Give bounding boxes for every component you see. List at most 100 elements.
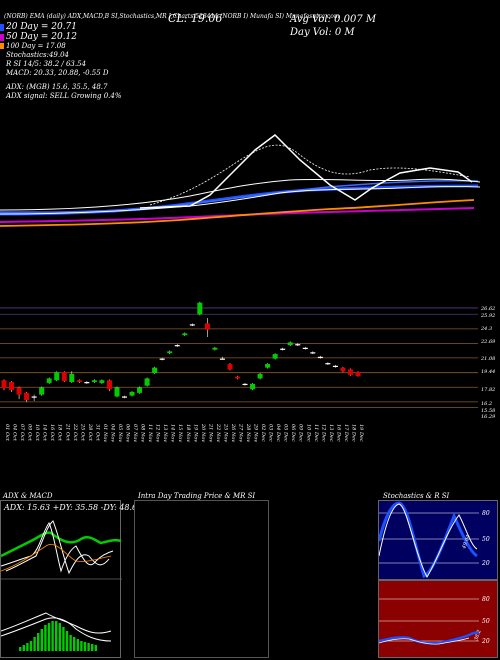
date-label: 25 Nov <box>222 423 228 442</box>
candle-up <box>250 383 256 390</box>
date-label: 25 Oct <box>79 423 85 442</box>
candle-up <box>212 347 218 350</box>
macd-line-1 <box>1 612 112 634</box>
candle-down <box>106 380 112 390</box>
candle-up <box>46 378 52 383</box>
candle-down <box>227 364 233 370</box>
date-label: 05 Nov <box>117 424 123 442</box>
candle-down <box>84 382 90 384</box>
candle-up <box>219 358 225 360</box>
date-labels: 01 Oct 04 Oct 07 Oct 09 Oct 10 Oct 14 Oct 16 O… <box>4 423 364 442</box>
ema100-label: 100 Day = 17.08 <box>6 42 66 50</box>
candle-up <box>174 345 180 347</box>
date-label: 07 Nov <box>132 424 138 442</box>
macd-bar <box>87 643 90 651</box>
macd-bar <box>40 629 43 651</box>
candle-up <box>144 378 150 386</box>
date-label: 16 Oct <box>49 424 55 442</box>
header-part: EMA (daily) <box>29 13 66 20</box>
date-label: 18 Oct <box>57 424 63 442</box>
date-label: 27 Nov <box>237 423 243 442</box>
candle-up <box>257 373 263 379</box>
ema-white-line-1 <box>0 185 481 215</box>
candle-up <box>122 396 128 398</box>
header-part: I) Munafa <box>243 13 274 20</box>
macd-bar <box>55 621 58 651</box>
macd-bar <box>22 645 25 651</box>
ema-blue-line-2 <box>0 179 479 213</box>
rsi-white-line <box>379 637 470 645</box>
price-level-label: 16.29 <box>481 414 496 420</box>
candle-up <box>265 364 271 368</box>
candle-up <box>39 387 45 395</box>
stoch-tick: 80 <box>482 510 490 517</box>
price-level-lines <box>0 307 478 408</box>
candle-down <box>1 380 7 389</box>
date-label: 19 Dec <box>358 424 364 442</box>
candle-up <box>272 354 278 359</box>
date-label: 12 Nov <box>155 424 161 442</box>
adx-values: ADX: 15.63 +DY: 35.58 -DY: 48.68 <box>4 503 143 512</box>
adx-macd-svg <box>1 520 122 651</box>
candle-down <box>355 372 361 377</box>
ema-lines <box>0 134 481 227</box>
date-label: 01 Nov <box>102 424 108 442</box>
date-label: 28 Oct <box>87 423 93 442</box>
date-label: 15 Nov <box>177 424 183 442</box>
macd-bar <box>51 621 54 651</box>
candle-up <box>189 324 195 326</box>
ema-white-line-3 <box>149 144 471 206</box>
rsi-tick: 50 <box>482 618 490 625</box>
date-label: 22 Nov <box>215 423 221 442</box>
adx-orange-line <box>1 544 112 572</box>
macd-bar <box>69 635 72 651</box>
date-label: 03 Dec <box>268 424 274 442</box>
header-part: ADX,MACD,B <box>67 13 110 20</box>
price-level-label: 19.44 <box>481 369 495 375</box>
indicator-legend: 20 Day = 20.71 50 Day = 20.12 100 Day = … <box>6 22 122 101</box>
candle-up <box>152 367 158 374</box>
date-label: 13 Nov <box>162 424 168 442</box>
header-part: SI,Stochastics,MR <box>110 13 167 20</box>
price-level-label: 17.82 <box>481 387 495 393</box>
macd-line-2 <box>1 617 112 642</box>
candle-up <box>114 387 120 397</box>
header-part: (NORB <box>220 13 242 20</box>
date-label: 20 Nov <box>200 423 206 442</box>
date-label: 14 Nov <box>170 424 176 442</box>
macd-bar <box>44 625 47 651</box>
date-label: 16 Dec <box>335 424 341 442</box>
date-label: 26 Nov <box>230 423 236 442</box>
date-label: 07 Oct <box>19 424 25 442</box>
close-price: CL: 19.06 <box>168 12 223 25</box>
candle-up <box>69 373 75 383</box>
stochastics-svg: 80 50 20 49.04 <box>379 501 490 579</box>
date-label: 11 Nov <box>147 424 153 442</box>
candle-up <box>129 391 135 396</box>
candle-up <box>54 372 60 381</box>
stoch-panel-title: Stochastics & R SI <box>383 492 450 500</box>
rsi-panel: 80 50 20 38.2 <box>378 580 498 658</box>
rsi-tick: 80 <box>482 596 490 603</box>
date-label: 17 Dec <box>343 424 349 442</box>
date-label: 06 Dec <box>290 424 296 442</box>
macd-bar <box>65 631 69 651</box>
macd-bar <box>33 637 36 651</box>
candle-up <box>197 302 203 315</box>
date-label: 13 Dec <box>328 424 334 442</box>
price-level-label: 15.58 <box>481 408 495 414</box>
candle-down <box>325 363 331 365</box>
date-label: 08 Nov <box>140 424 146 442</box>
candle-down <box>310 352 316 354</box>
candle-up <box>182 333 188 336</box>
candle-down <box>9 382 15 391</box>
adx-panel-title: ADX & MACD <box>3 492 53 500</box>
candle-down <box>347 369 353 375</box>
ema50-label: 50 Day = 20.12 <box>6 32 78 42</box>
price-chart: 26.6225.9224.322.6921.0819.4417.8216.215… <box>0 134 496 442</box>
date-label: 04 Nov <box>109 424 115 442</box>
adx-label: ADX: (MGB) 15.6, 35.5, 48.7 <box>6 83 108 91</box>
adx-macd-panel: ADX: 15.63 +DY: 35.58 -DY: 48.68 <box>0 500 142 658</box>
price-level-label: 16.2 <box>481 401 492 407</box>
